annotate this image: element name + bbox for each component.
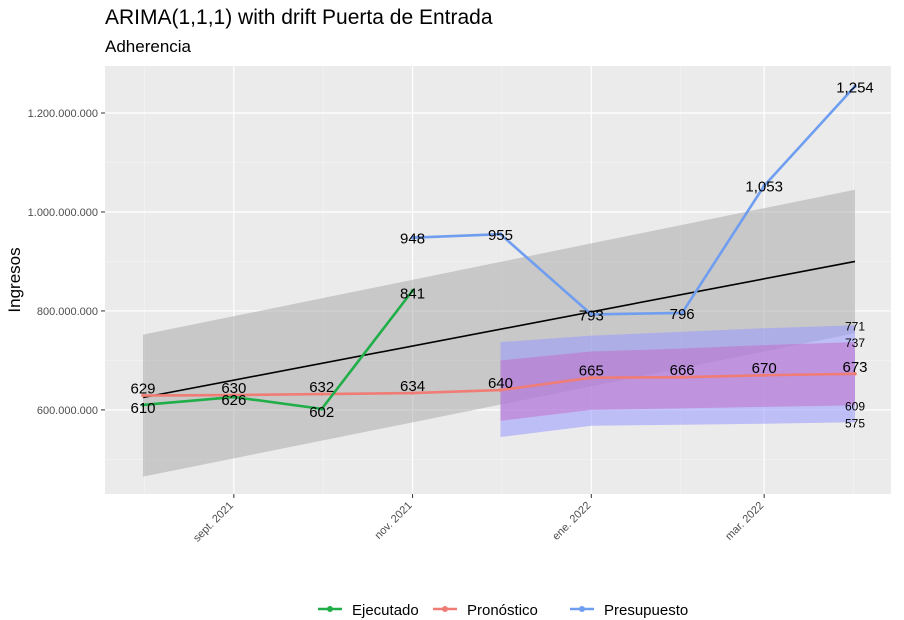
series-point bbox=[762, 183, 766, 188]
confidence-bands bbox=[143, 189, 855, 477]
y-axis: 600.000.000 800.000.000 1.000.000.000 1.200… bbox=[28, 108, 105, 417]
series-point bbox=[680, 311, 684, 315]
series-point bbox=[141, 403, 145, 407]
legend-key-point bbox=[327, 606, 333, 612]
legend-key-point bbox=[579, 606, 585, 612]
series-point bbox=[319, 407, 324, 411]
forecast-interval-80 bbox=[500, 342, 855, 421]
trend-confidence-band bbox=[143, 189, 855, 477]
data-label: 634 bbox=[400, 378, 425, 395]
legend-label: Presupuesto bbox=[604, 602, 688, 619]
legend-label: Pronóstico bbox=[467, 602, 538, 619]
interval-label: 771 bbox=[845, 319, 865, 333]
series-line-presupuesto bbox=[412, 85, 856, 316]
data-label: 1,254 bbox=[836, 79, 874, 96]
data-label: 673 bbox=[842, 359, 867, 376]
y-tick-label: 1.200.000.000 bbox=[28, 108, 98, 120]
data-label: 602 bbox=[309, 404, 334, 421]
data-label: 955 bbox=[488, 227, 513, 244]
legend-key-point bbox=[442, 606, 448, 612]
data-label: 610 bbox=[130, 400, 155, 417]
data-label: 670 bbox=[752, 360, 777, 377]
data-label: 626 bbox=[221, 392, 246, 409]
data-label: 841 bbox=[400, 286, 425, 303]
data-label: 793 bbox=[579, 307, 604, 324]
series-line-ejecutado bbox=[142, 289, 414, 411]
data-label: 665 bbox=[579, 363, 604, 380]
series-point bbox=[410, 235, 415, 240]
x-tick-label: sept. 2021 bbox=[191, 500, 236, 545]
series-point bbox=[410, 288, 415, 293]
legend-label: Ejecutado bbox=[352, 602, 419, 619]
x-axis: sept. 2021 nov. 2021 ene. 2022 mar. 2022 bbox=[191, 494, 766, 544]
legend: Ejecutado Pronóstico Presupuesto bbox=[318, 602, 688, 619]
data-labels: 610 626 602 841 629 630 632 634 640 665 666 670 673 9… bbox=[130, 79, 873, 430]
series-point bbox=[853, 84, 857, 89]
interval-label: 575 bbox=[845, 416, 865, 430]
series-point bbox=[410, 391, 415, 395]
series-point bbox=[589, 312, 594, 317]
interval-label: 737 bbox=[845, 336, 865, 350]
data-label: 796 bbox=[670, 306, 695, 323]
series-point bbox=[680, 375, 684, 380]
interval-label: 609 bbox=[845, 399, 865, 413]
data-label: 630 bbox=[221, 380, 246, 397]
data-label: 948 bbox=[400, 231, 425, 248]
data-label: 629 bbox=[130, 381, 155, 398]
x-tick-label: mar. 2022 bbox=[723, 500, 766, 543]
series-point bbox=[762, 373, 766, 378]
series-point bbox=[853, 371, 857, 376]
x-tick-label: ene. 2022 bbox=[550, 500, 593, 543]
y-tick-label: 600.000.000 bbox=[37, 405, 98, 417]
y-axis-title: Ingresos bbox=[5, 247, 24, 312]
chart-title: ARIMA(1,1,1) with drift Puerta de Entrad… bbox=[105, 6, 493, 29]
series-point bbox=[232, 395, 236, 399]
data-label: 640 bbox=[488, 375, 513, 392]
series-point bbox=[141, 393, 145, 398]
chart-subtitle: Adherencia bbox=[105, 37, 192, 56]
y-tick-label: 800.000.000 bbox=[37, 306, 98, 318]
trend-line bbox=[142, 260, 856, 399]
data-label: 632 bbox=[309, 379, 334, 396]
series-lines bbox=[141, 84, 857, 411]
series-point bbox=[319, 392, 324, 396]
series-point bbox=[589, 375, 594, 380]
series-point bbox=[498, 388, 503, 392]
x-tick-label: nov. 2021 bbox=[373, 500, 415, 542]
y-tick-label: 1.000.000.000 bbox=[28, 207, 98, 219]
data-label: 666 bbox=[670, 362, 695, 379]
series-point bbox=[498, 232, 503, 237]
data-label: 1,053 bbox=[745, 179, 783, 196]
